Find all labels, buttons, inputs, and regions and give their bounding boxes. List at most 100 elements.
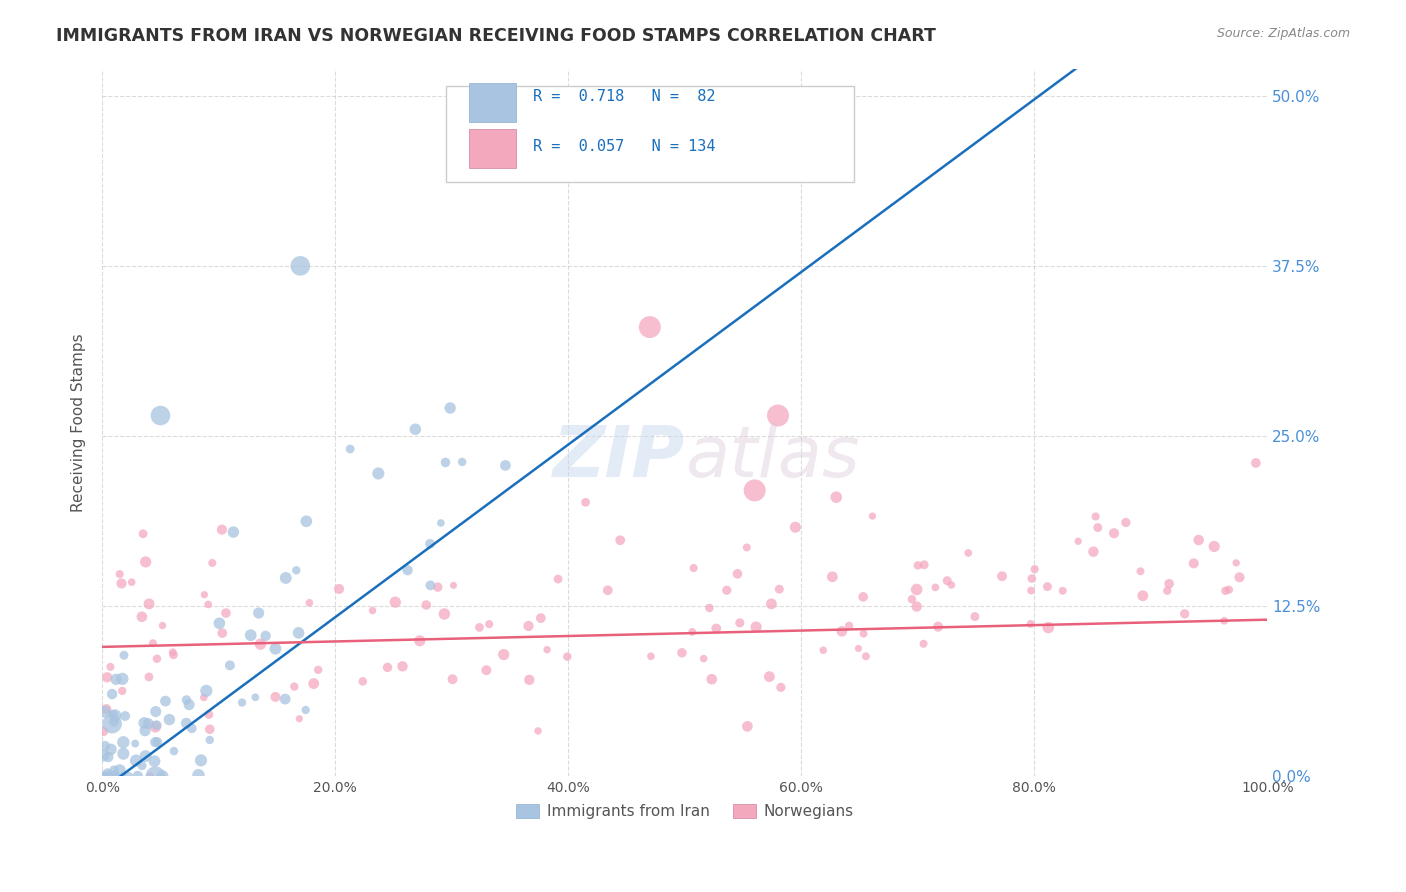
Point: [530, 611, 553, 625]
Point: [905, 599, 928, 614]
Point: [96, 670, 118, 684]
Point: [231, 696, 253, 710]
Point: [1102, 526, 1125, 541]
Point: [132, 526, 155, 541]
Point: [1218, 582, 1240, 597]
Point: [1019, 583, 1042, 598]
Point: [1036, 580, 1059, 594]
Point: [111, 769, 134, 783]
Point: [145, 769, 167, 783]
Point: [716, 583, 738, 598]
Point: [131, 609, 153, 624]
Bar: [470, 128, 516, 168]
FancyBboxPatch shape: [446, 87, 853, 182]
Point: [443, 578, 465, 592]
Point: [112, 747, 135, 761]
Point: [264, 690, 287, 704]
Point: [193, 588, 215, 602]
Point: [93, 748, 115, 763]
Point: [127, 769, 149, 783]
Point: [135, 555, 157, 569]
Point: [245, 690, 267, 705]
Point: [197, 598, 219, 612]
Point: [302, 676, 325, 690]
Point: [517, 673, 540, 687]
Point: [785, 520, 807, 534]
Point: [131, 758, 153, 772]
Point: [766, 409, 789, 423]
Point: [145, 718, 167, 732]
Point: [97, 766, 120, 780]
Point: [136, 716, 159, 731]
Point: [195, 683, 218, 698]
Point: [103, 714, 125, 729]
Point: [295, 514, 318, 528]
Point: [290, 259, 312, 273]
Point: [215, 606, 238, 620]
Point: [143, 720, 166, 734]
Point: [941, 578, 963, 592]
Point: [1115, 516, 1137, 530]
Point: [162, 645, 184, 659]
Point: [101, 707, 124, 722]
Point: [1021, 572, 1043, 586]
Point: [367, 467, 389, 481]
Point: [103, 763, 125, 777]
Point: [287, 625, 309, 640]
Point: [142, 636, 165, 650]
Point: [108, 567, 131, 582]
Point: [93, 724, 115, 739]
Point: [110, 576, 132, 591]
Point: [1159, 576, 1181, 591]
Text: ZIP: ZIP: [553, 423, 685, 492]
Point: [860, 509, 883, 524]
Point: [198, 733, 221, 747]
Text: Source: ZipAtlas.com: Source: ZipAtlas.com: [1216, 27, 1350, 40]
Point: [193, 690, 215, 705]
Point: [468, 620, 491, 634]
Point: [901, 592, 924, 607]
Point: [957, 546, 980, 560]
Point: [294, 703, 316, 717]
Point: [415, 598, 437, 612]
Point: [536, 642, 558, 657]
Point: [111, 684, 134, 698]
Point: [149, 409, 172, 423]
Text: R =  0.057   N = 134: R = 0.057 N = 134: [533, 139, 716, 153]
Point: [744, 483, 766, 498]
Point: [419, 537, 441, 551]
Point: [222, 524, 245, 539]
Point: [692, 651, 714, 665]
Point: [838, 619, 860, 633]
Point: [134, 723, 156, 738]
Point: [152, 769, 174, 783]
Point: [138, 597, 160, 611]
Point: [426, 580, 449, 594]
Point: [145, 705, 167, 719]
Point: [298, 596, 321, 610]
Point: [111, 672, 134, 686]
Point: [176, 693, 198, 707]
Point: [254, 629, 277, 643]
Point: [139, 769, 162, 783]
Point: [104, 708, 127, 723]
Point: [1083, 544, 1105, 558]
Point: [769, 681, 792, 695]
Point: [475, 663, 498, 677]
Point: [1188, 533, 1211, 547]
Point: [912, 637, 935, 651]
Point: [912, 558, 935, 572]
Point: [339, 442, 361, 456]
Point: [609, 533, 631, 548]
Point: [307, 663, 329, 677]
Point: [98, 769, 121, 783]
Point: [907, 558, 929, 573]
Point: [101, 716, 124, 731]
Point: [104, 769, 127, 783]
Point: [451, 455, 474, 469]
Point: [745, 620, 768, 634]
Point: [157, 713, 180, 727]
Point: [114, 709, 136, 723]
Point: [211, 523, 233, 537]
Point: [384, 595, 406, 609]
